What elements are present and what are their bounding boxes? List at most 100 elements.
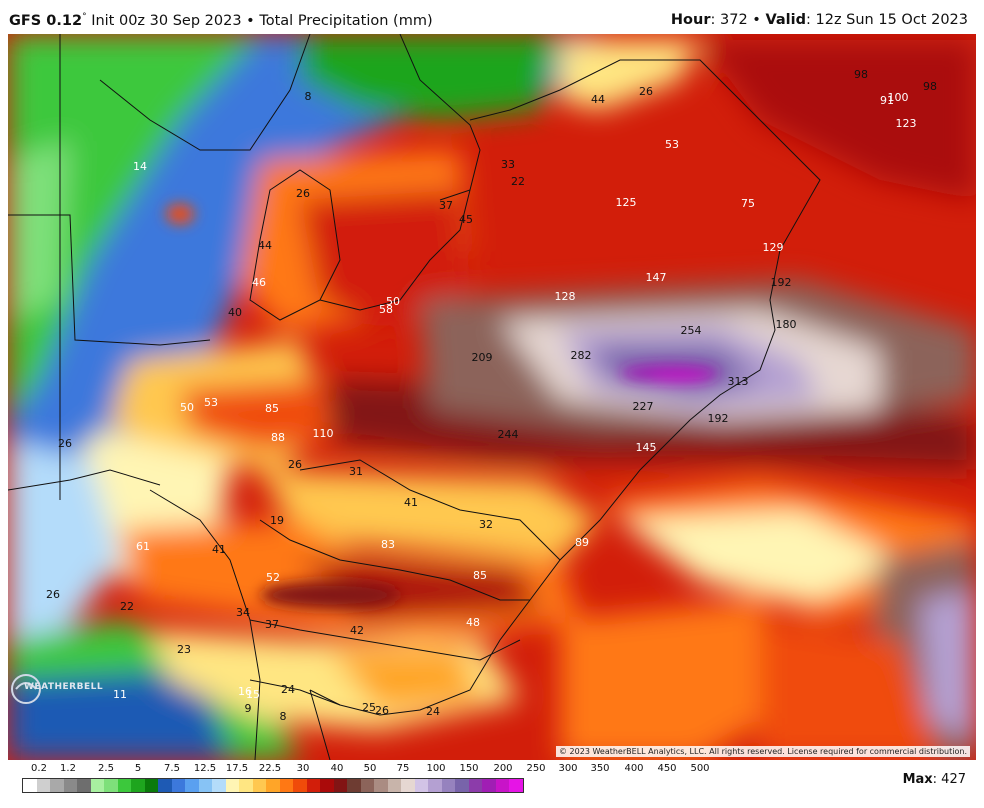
precip-value-label: 22 bbox=[120, 600, 134, 613]
south-border-3 bbox=[249, 619, 521, 661]
legend-swatch bbox=[266, 779, 280, 792]
precip-value-label: 23 bbox=[177, 643, 191, 656]
precip-value-label: 85 bbox=[473, 569, 487, 582]
legend-colorbar bbox=[22, 778, 524, 793]
precip-value-label: 61 bbox=[136, 540, 150, 553]
legend-tick-label: 40 bbox=[330, 763, 344, 774]
legend-tick-label: 350 bbox=[590, 763, 610, 774]
south-border-1 bbox=[299, 459, 561, 561]
legend-swatch bbox=[158, 779, 172, 792]
legend-swatch bbox=[63, 779, 77, 792]
legend-swatch bbox=[414, 779, 428, 792]
legend-swatch bbox=[387, 779, 401, 792]
precip-value-label: 98 bbox=[854, 68, 868, 81]
precip-value-label: 25 bbox=[362, 701, 376, 714]
legend-swatch bbox=[347, 779, 361, 792]
precip-core bbox=[166, 204, 720, 609]
map-header: GFS 0.12° Init 00z 30 Sep 2023 • Total P… bbox=[0, 0, 984, 34]
legend-swatch bbox=[509, 779, 523, 792]
precip-value-label: 24 bbox=[281, 683, 295, 696]
precip-value-label: 15 bbox=[246, 688, 260, 701]
precip-value-label: 110 bbox=[313, 427, 334, 440]
precip-value-label: 58 bbox=[379, 303, 393, 316]
legend-swatch bbox=[171, 779, 185, 792]
precip-value-label: 91 bbox=[880, 94, 894, 107]
west-borders bbox=[8, 34, 211, 500]
precip-value-label: 244 bbox=[498, 428, 519, 441]
precip-value-label: 26 bbox=[296, 187, 310, 200]
legend-swatch bbox=[333, 779, 347, 792]
legend-tick-label: 500 bbox=[690, 763, 710, 774]
legend-swatch bbox=[23, 779, 37, 792]
hour-value: : 372 bbox=[710, 12, 748, 28]
paraguay-river bbox=[399, 34, 481, 201]
borders bbox=[8, 34, 821, 760]
precip-value-label: 125 bbox=[616, 196, 637, 209]
precip-value-label: 50 bbox=[386, 295, 400, 308]
precip-legend: 0.2 1.2 2.5 5 7.5 12.5 17.5 22.5 30 40 50 75 100 150 2… bbox=[22, 763, 710, 793]
legend-tick-label: 150 bbox=[459, 763, 479, 774]
precip-value-label: 254 bbox=[681, 324, 702, 337]
precip-value-label: 24 bbox=[426, 705, 440, 718]
legend-swatch bbox=[36, 779, 50, 792]
precip-value-label: 41 bbox=[212, 543, 226, 556]
precip-value-label: 180 bbox=[776, 318, 797, 331]
precip-value-label: 89 bbox=[575, 536, 589, 549]
product-name: Total Precipitation (mm) bbox=[259, 12, 433, 29]
legend-swatch bbox=[117, 779, 131, 792]
precip-value-label: 44 bbox=[591, 93, 605, 106]
legend-tick-label: 7.5 bbox=[164, 763, 180, 774]
precip-value-label: 40 bbox=[228, 306, 242, 319]
legend-swatch bbox=[360, 779, 374, 792]
legend-swatch bbox=[185, 779, 199, 792]
precip-value-label: 282 bbox=[571, 349, 592, 362]
legend-tick-label: 100 bbox=[426, 763, 446, 774]
legend-swatch bbox=[252, 779, 266, 792]
legend-swatch bbox=[144, 779, 158, 792]
precip-value-label: 53 bbox=[204, 396, 218, 409]
precip-value-label: 32 bbox=[479, 518, 493, 531]
bolivia-border bbox=[99, 34, 311, 151]
precip-value-label: 48 bbox=[466, 616, 480, 629]
precip-value-label: 19 bbox=[270, 514, 284, 527]
precip-value-label: 209 bbox=[472, 351, 493, 364]
precip-value-label: 26 bbox=[639, 85, 653, 98]
legend-tick-label: 300 bbox=[558, 763, 578, 774]
precip-value-label: 50 bbox=[180, 401, 194, 414]
legend-tick-label: 250 bbox=[526, 763, 546, 774]
legend-swatch bbox=[198, 779, 212, 792]
legend-swatch bbox=[482, 779, 496, 792]
precip-value-label: 44 bbox=[258, 239, 272, 252]
legend-swatch bbox=[455, 779, 469, 792]
precip-value-label: 14 bbox=[133, 160, 147, 173]
legend-swatch bbox=[50, 779, 64, 792]
legend-tick-label: 400 bbox=[624, 763, 644, 774]
header-title: GFS 0.12° Init 00z 30 Sep 2023 • Total P… bbox=[9, 12, 433, 29]
logo-text: WEATHERBELL bbox=[24, 682, 104, 692]
legend-swatch bbox=[374, 779, 388, 792]
precip-value-label: 11 bbox=[113, 688, 127, 701]
precip-value-label: 9 bbox=[245, 702, 252, 715]
legend-ticks: 0.2 1.2 2.5 5 7.5 12.5 17.5 22.5 30 40 50 75 100 150 2… bbox=[22, 763, 710, 777]
valid-separator: • bbox=[752, 12, 761, 28]
precip-value-label: 100 bbox=[888, 91, 909, 104]
precip-value-label: 42 bbox=[350, 624, 364, 637]
precip-value-label: 192 bbox=[708, 412, 729, 425]
precip-value-label: 75 bbox=[741, 197, 755, 210]
precip-value-label: 52 bbox=[266, 571, 280, 584]
logo-mark bbox=[11, 674, 41, 704]
legend-swatch bbox=[293, 779, 307, 792]
legend-tick-label: 22.5 bbox=[258, 763, 282, 774]
precip-value-label: 128 bbox=[555, 290, 576, 303]
precip-value-label: 26 bbox=[58, 437, 72, 450]
precip-value-label: 33 bbox=[501, 158, 515, 171]
legend-swatch bbox=[90, 779, 104, 792]
precip-value-label: 34 bbox=[236, 606, 250, 619]
south-border-4 bbox=[249, 679, 341, 706]
legend-swatch bbox=[104, 779, 118, 792]
precip-value-label: 26 bbox=[375, 704, 389, 717]
valid-label: Valid bbox=[765, 12, 806, 28]
max-label: Max bbox=[902, 772, 933, 787]
valid-value: : 12z Sun 15 Oct 2023 bbox=[806, 12, 968, 28]
